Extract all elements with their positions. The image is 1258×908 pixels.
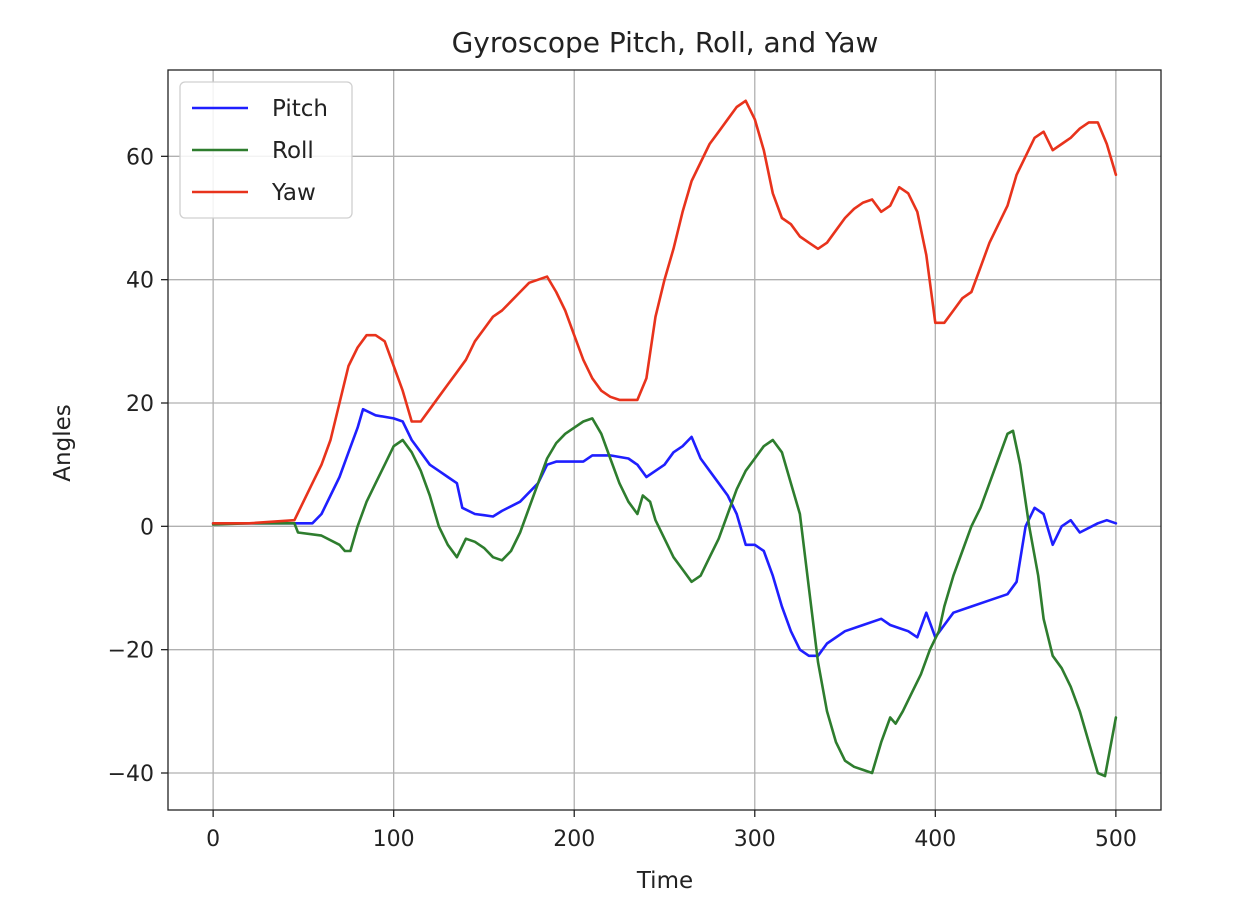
series-line-roll (211, 417, 1118, 778)
chart-title: Gyroscope Pitch, Roll, and Yaw (452, 26, 879, 59)
legend-label-roll: Roll (272, 138, 314, 164)
y-tick-label: 40 (126, 269, 154, 294)
y-tick-label: 0 (140, 515, 154, 540)
legend-label-pitch: Pitch (272, 96, 328, 122)
y-axis-label: Angles (50, 404, 76, 481)
legend-label-yaw: Yaw (271, 180, 316, 206)
x-axis-label: Time (636, 868, 693, 894)
plot-area-frame (167, 69, 1162, 811)
x-tick-label: 300 (734, 827, 776, 852)
y-tick-label: −40 (108, 762, 154, 787)
x-tick-label: 500 (1095, 827, 1137, 852)
y-tick-label: 60 (126, 145, 154, 170)
legend-box (179, 81, 353, 219)
x-tick-label: 0 (206, 827, 220, 852)
x-tick-label: 100 (373, 827, 415, 852)
x-tick-label: 400 (914, 827, 956, 852)
axis-ticks: 0 100 200 300 400 500 −40 −20 0 20 40 60 (108, 145, 1137, 852)
legend: Pitch Roll Yaw (179, 81, 353, 219)
x-tick-label: 200 (553, 827, 595, 852)
series-line-yaw (211, 99, 1118, 525)
series-line-pitch (211, 407, 1118, 658)
y-tick-label: 20 (126, 392, 154, 417)
y-tick-label: −20 (108, 639, 154, 664)
series-lines (211, 99, 1118, 778)
